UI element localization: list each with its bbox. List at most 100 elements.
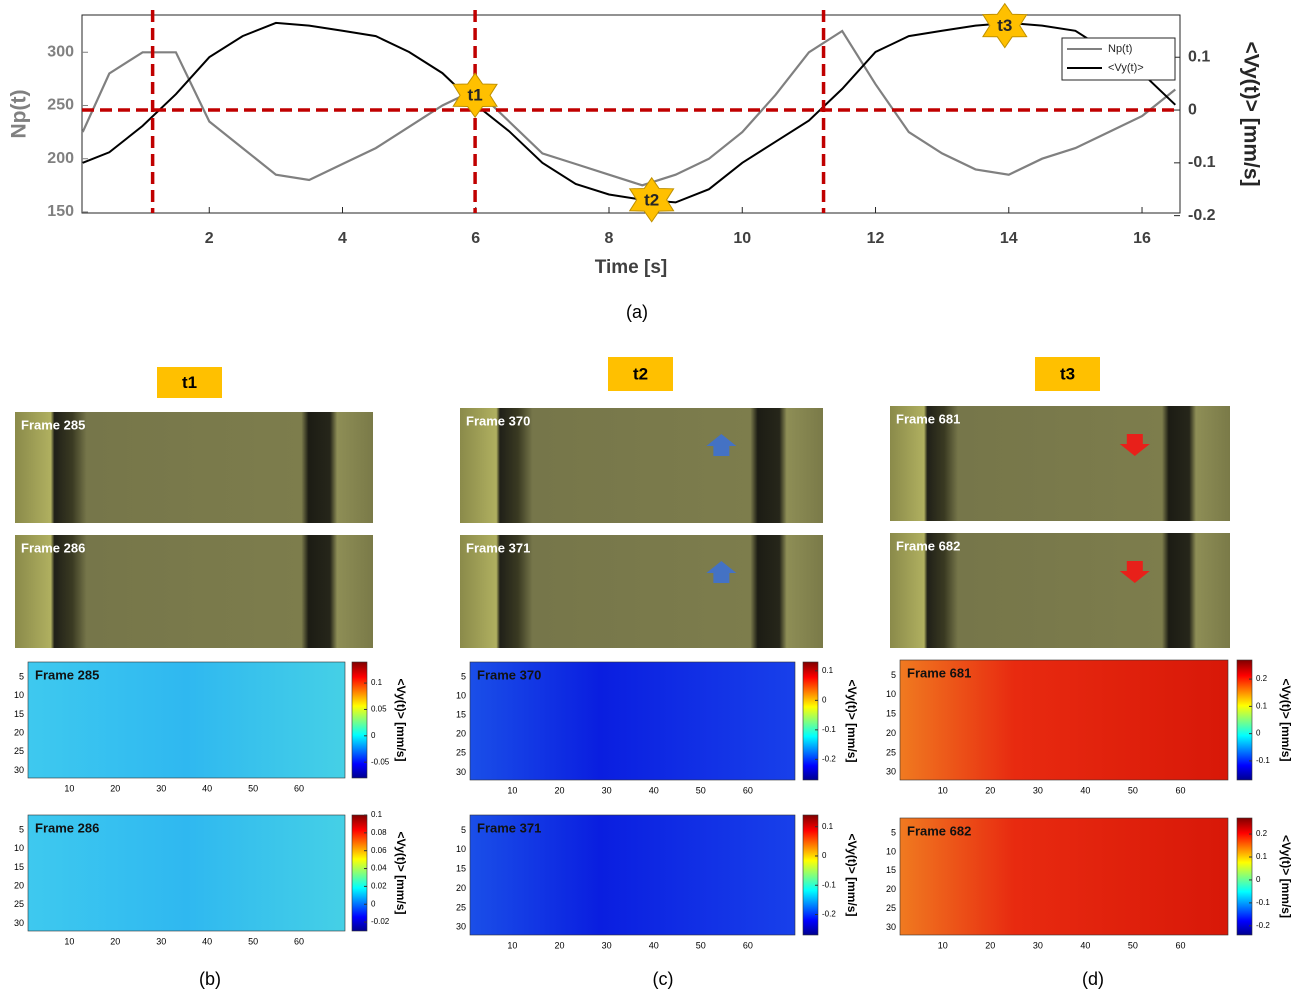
frame-label: Frame 370 bbox=[466, 413, 530, 428]
frame-label: Frame 681 bbox=[896, 411, 960, 426]
y-tick-label: 20 bbox=[456, 729, 466, 739]
x-tick-label: 10 bbox=[938, 785, 948, 795]
x-tick-label: 20 bbox=[985, 785, 995, 795]
x-tick-label: 2 bbox=[205, 230, 214, 247]
x-tick-label: 16 bbox=[1133, 230, 1151, 247]
colorbar-tick-label: 0.04 bbox=[371, 864, 387, 873]
x-tick-label: 20 bbox=[554, 940, 564, 950]
y2-tick-label: 0.1 bbox=[1188, 48, 1210, 65]
y-tick-label: 15 bbox=[886, 709, 896, 719]
frame-label: Frame 682 bbox=[896, 538, 960, 553]
x-tick-label: 50 bbox=[1128, 785, 1138, 795]
x-tick-label: 10 bbox=[507, 940, 517, 950]
colorbar bbox=[351, 661, 368, 779]
y-tick-label: 10 bbox=[886, 846, 896, 856]
frame-label: Frame 285 bbox=[21, 417, 85, 432]
flow-arrow bbox=[706, 434, 737, 456]
flow-arrow bbox=[1119, 561, 1150, 583]
y-tick-label: 5 bbox=[891, 670, 896, 680]
y-tick-label: 25 bbox=[886, 903, 896, 913]
x-tick-label: 10 bbox=[64, 936, 74, 946]
tag-label: t1 bbox=[182, 373, 197, 392]
x-tick-label: 60 bbox=[743, 785, 753, 795]
colorbar-tick-label: 0 bbox=[822, 695, 827, 704]
x-tick-label: 60 bbox=[294, 936, 304, 946]
x-tick-label: 60 bbox=[1175, 785, 1185, 795]
colorbar-tick-label: 0.1 bbox=[1256, 701, 1268, 710]
heatmap-title: Frame 286 bbox=[35, 820, 99, 835]
microscope-frame bbox=[890, 533, 1230, 648]
colorbar-label: <Vy(t)> [mm/s] bbox=[394, 832, 408, 915]
x-tick-label: 12 bbox=[867, 230, 885, 247]
x-tick-label: 40 bbox=[649, 785, 659, 795]
y-tick-label: 5 bbox=[461, 825, 466, 835]
y-tick-label: 150 bbox=[47, 203, 74, 220]
colorbar-tick-label: 0.06 bbox=[371, 846, 387, 855]
y-tick-label: 25 bbox=[14, 746, 24, 756]
colorbar-tick-label: -0.1 bbox=[1256, 898, 1270, 907]
y-tick-label: 20 bbox=[14, 727, 24, 737]
colorbar-label: <Vy(t)> [mm/s] bbox=[394, 679, 408, 762]
x-tick-label: 20 bbox=[110, 936, 120, 946]
y2-tick-label: 0 bbox=[1188, 101, 1197, 118]
x-tick-label: 8 bbox=[605, 230, 614, 247]
colorbar-tick-label: 0.1 bbox=[371, 810, 383, 819]
colorbar-tick-label: -0.1 bbox=[1256, 756, 1270, 765]
heatmap-title: Frame 285 bbox=[35, 667, 99, 682]
series-line bbox=[81, 29, 1176, 187]
colorbar-tick-label: 0.2 bbox=[1256, 829, 1268, 838]
event-marker bbox=[452, 72, 498, 119]
y-tick-label: 200 bbox=[47, 150, 74, 167]
y-tick-label: 15 bbox=[14, 862, 24, 872]
y-tick-label: 25 bbox=[886, 747, 896, 757]
y-tick-label: 10 bbox=[456, 691, 466, 701]
colorbar-tick-label: 0.02 bbox=[371, 881, 387, 890]
y-tick-label: 15 bbox=[14, 709, 24, 719]
event-marker bbox=[982, 2, 1028, 49]
x-tick-label: 40 bbox=[1080, 940, 1090, 950]
x-tick-label: 30 bbox=[1033, 785, 1043, 795]
event-label: t3 bbox=[997, 16, 1012, 35]
y-tick-label: 15 bbox=[886, 865, 896, 875]
legend-label: Np(t) bbox=[1108, 43, 1132, 55]
heatmap-field bbox=[27, 661, 346, 779]
colorbar-tick-label: -0.2 bbox=[1256, 921, 1270, 930]
x-tick-label: 10 bbox=[938, 940, 948, 950]
colorbar-tick-label: -0.1 bbox=[822, 880, 836, 889]
y-tick-label: 20 bbox=[886, 728, 896, 738]
tag-box bbox=[157, 367, 222, 398]
colorbar-label: <Vy(t)> [mm/s] bbox=[845, 834, 859, 917]
heatmap-title: Frame 682 bbox=[907, 823, 971, 838]
x-tick-label: 30 bbox=[1033, 940, 1043, 950]
x-tick-label: 50 bbox=[696, 940, 706, 950]
y-tick-label: 10 bbox=[886, 689, 896, 699]
colorbar-tick-label: -0.2 bbox=[822, 910, 836, 919]
y2-axis-label: <Vy(t)> [mm/s] bbox=[1239, 41, 1262, 186]
y-tick-label: 10 bbox=[14, 843, 24, 853]
colorbar-label: <Vy(t)> [mm/s] bbox=[1279, 835, 1293, 918]
y-tick-label: 5 bbox=[461, 672, 466, 682]
y-tick-label: 30 bbox=[456, 767, 466, 777]
panel-caption: (a) bbox=[626, 302, 648, 322]
y-tick-label: 250 bbox=[47, 97, 74, 114]
x-tick-label: 20 bbox=[110, 783, 120, 793]
colorbar-tick-label: -0.1 bbox=[822, 725, 836, 734]
colorbar-tick-label: 0.1 bbox=[1256, 852, 1268, 861]
legend-box bbox=[1061, 37, 1176, 81]
colorbar-tick-label: 0 bbox=[1256, 875, 1261, 884]
tag-box bbox=[1035, 357, 1100, 391]
y2-tick-label: -0.1 bbox=[1188, 154, 1216, 171]
y-tick-label: 5 bbox=[891, 827, 896, 837]
colorbar-tick-label: 0.05 bbox=[371, 705, 387, 714]
x-tick-label: 30 bbox=[602, 785, 612, 795]
colorbar-tick-label: 0 bbox=[371, 899, 376, 908]
colorbar-label: <Vy(t)> [mm/s] bbox=[1279, 679, 1293, 762]
heatmap-field bbox=[899, 817, 1229, 936]
colorbar bbox=[802, 661, 819, 781]
y-tick-label: 15 bbox=[456, 710, 466, 720]
colorbar-label: <Vy(t)> [mm/s] bbox=[845, 680, 859, 763]
colorbar-tick-label: 0 bbox=[1256, 729, 1261, 738]
colorbar-tick-label: -0.05 bbox=[371, 757, 390, 766]
x-tick-label: 30 bbox=[156, 936, 166, 946]
x-tick-label: 40 bbox=[1080, 785, 1090, 795]
